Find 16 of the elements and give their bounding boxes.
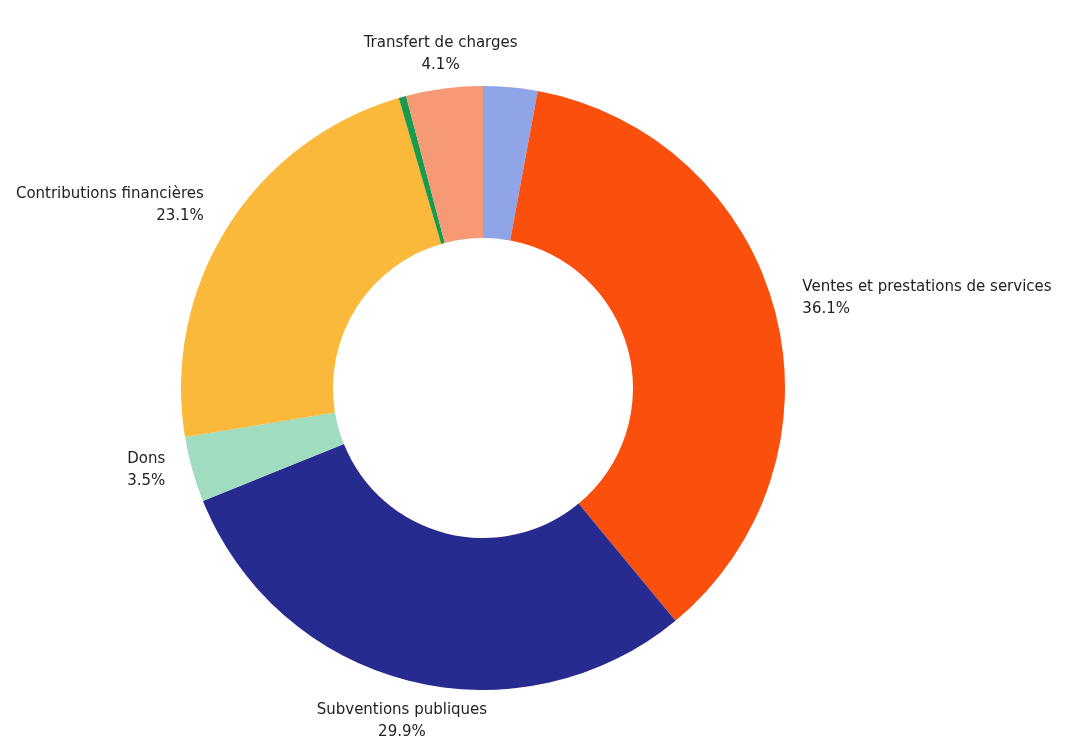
data-label: 4.1%	[421, 54, 460, 73]
slice-label: Contributions financières	[15, 184, 204, 203]
donut-slice	[398, 95, 445, 244]
data-label: 36.1%	[802, 298, 851, 317]
donut-slice	[185, 412, 344, 501]
slice-label: Subventions publiques	[316, 699, 488, 718]
donut-slice	[406, 86, 483, 243]
slice-label: Ventes et prestations de services	[802, 276, 1052, 295]
donut-slice	[202, 444, 676, 690]
slice-label: Dons	[127, 449, 166, 468]
slice-label: Transfert de charges	[362, 32, 518, 51]
data-label: 3.5%	[127, 471, 166, 490]
data-label: 29.9%	[378, 721, 426, 740]
donut-slice	[483, 86, 538, 241]
data-label: 23.1%	[156, 206, 204, 225]
donut-slice	[510, 91, 785, 621]
